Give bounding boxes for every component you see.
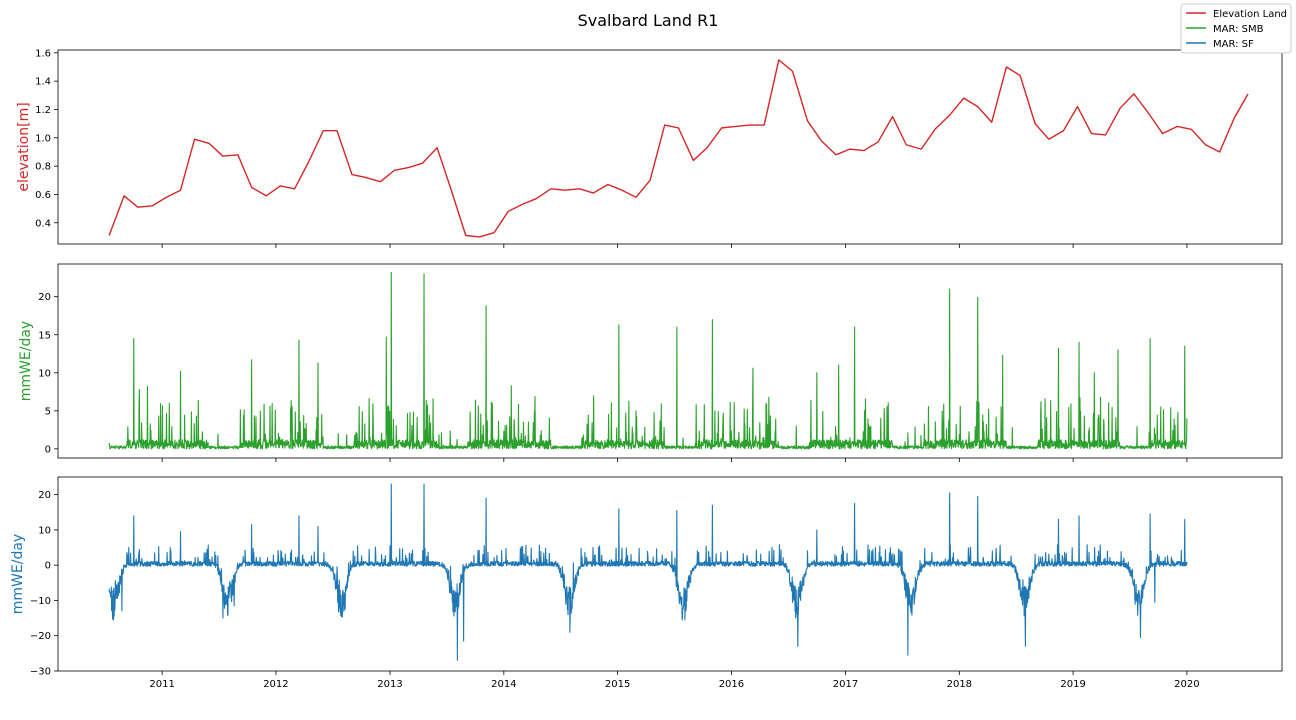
legend: Elevation Land MAR: SMB MAR: SF bbox=[1180, 3, 1292, 54]
y-tick-label: 0.6 bbox=[35, 190, 51, 201]
smb-series bbox=[108, 271, 1188, 450]
x-tick-label: 2016 bbox=[719, 679, 744, 690]
x-tick-label: 2014 bbox=[491, 679, 516, 690]
legend-label-elevation: Elevation Land bbox=[1213, 9, 1287, 20]
x-tick-label: 2012 bbox=[263, 679, 288, 690]
x-tick-label: 2013 bbox=[377, 679, 402, 690]
legend-label-sf: MAR: SF bbox=[1213, 39, 1254, 50]
x-tick-label: 2019 bbox=[1060, 679, 1085, 690]
elevation-x-axis bbox=[161, 244, 1188, 248]
y-tick-label: 15 bbox=[38, 330, 51, 341]
y-tick-label: 0.4 bbox=[35, 218, 51, 229]
sf-x-axis: 2011 2012 2013 2014 2015 2016 2017 2018 2019 2020 bbox=[149, 671, 1200, 690]
smb-plot-area bbox=[57, 263, 1283, 459]
sf-plot-area bbox=[57, 476, 1283, 672]
sf-series bbox=[108, 483, 1188, 661]
y-tick-label: 20 bbox=[38, 292, 51, 303]
x-tick-label: 2011 bbox=[149, 679, 174, 690]
elevation-plot-area bbox=[57, 49, 1283, 245]
y-tick-label: 20 bbox=[38, 490, 51, 501]
elevation-y-axis: 0.4 0.6 0.8 1.0 1.2 1.4 1.6 bbox=[35, 48, 58, 229]
y-tick-label: 0 bbox=[45, 561, 51, 572]
series-line-smb bbox=[108, 271, 1188, 450]
smb-panel: 0 5 10 15 20 mmWE/day bbox=[18, 263, 1283, 462]
smb-x-axis bbox=[161, 458, 1188, 462]
smb-y-axis: 0 5 10 15 20 bbox=[38, 292, 58, 455]
figure-title: Svalbard Land R1 bbox=[578, 11, 719, 30]
legend-frame bbox=[1180, 3, 1292, 54]
x-tick-label: 2015 bbox=[605, 679, 630, 690]
elevation-y-axis-label: elevation[m] bbox=[16, 102, 32, 191]
y-tick-label: 1.4 bbox=[35, 77, 51, 88]
y-tick-label: −20 bbox=[30, 631, 51, 642]
elevation-series bbox=[108, 59, 1249, 238]
y-tick-label: 1.0 bbox=[35, 133, 51, 144]
x-tick-label: 2018 bbox=[947, 679, 972, 690]
series-line-sf bbox=[108, 483, 1188, 661]
y-tick-label: 10 bbox=[38, 525, 51, 536]
y-tick-label: 10 bbox=[38, 368, 51, 379]
y-tick-label: 1.6 bbox=[35, 48, 51, 59]
y-tick-label: −10 bbox=[30, 596, 51, 607]
y-tick-label: 1.2 bbox=[35, 105, 51, 116]
y-tick-label: 5 bbox=[45, 406, 51, 417]
smb-y-axis-label: mmWE/day bbox=[18, 321, 34, 401]
sf-y-axis-label: mmWE/day bbox=[10, 534, 26, 614]
elevation-panel: 0.4 0.6 0.8 1.0 1.2 1.4 1.6 elevation[m] bbox=[16, 48, 1283, 248]
y-tick-label: 0.8 bbox=[35, 162, 51, 173]
x-tick-label: 2017 bbox=[833, 679, 858, 690]
legend-label-smb: MAR: SMB bbox=[1213, 24, 1264, 35]
x-tick-label: 2020 bbox=[1174, 679, 1199, 690]
series-line-elevation bbox=[108, 59, 1249, 238]
y-tick-label: 0 bbox=[45, 444, 51, 455]
sf-y-axis: −30 −20 −10 0 10 20 bbox=[30, 490, 58, 678]
y-tick-label: −30 bbox=[30, 667, 51, 678]
